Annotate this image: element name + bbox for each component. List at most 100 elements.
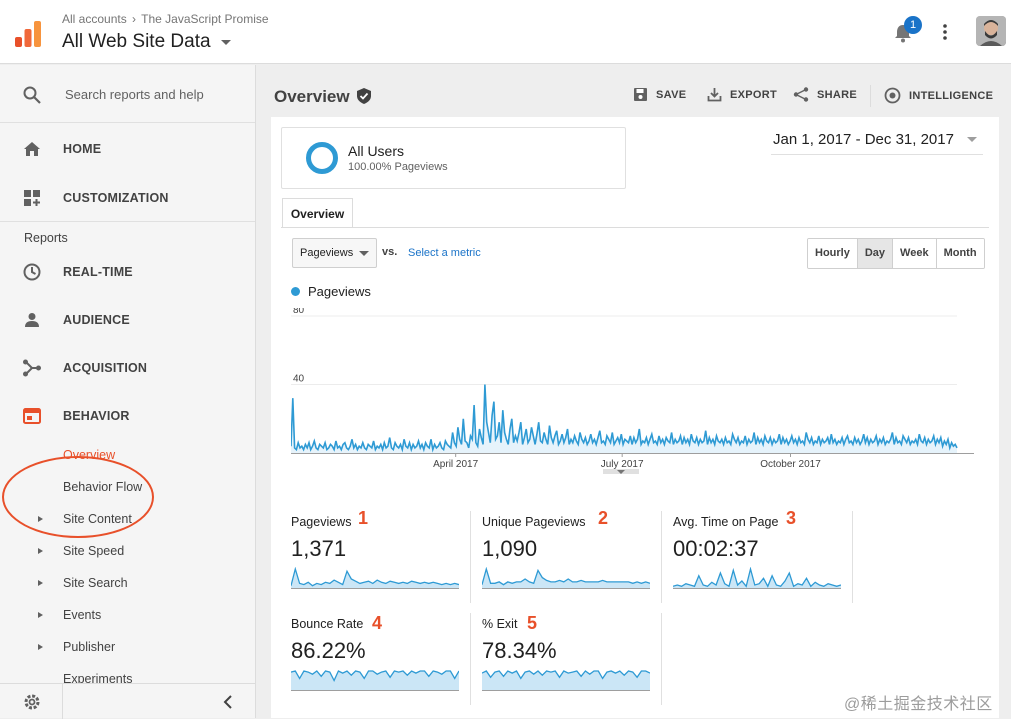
clock-icon (23, 263, 41, 281)
date-range-picker[interactable]: Jan 1, 2017 - Dec 31, 2017 (773, 131, 977, 148)
share-button[interactable]: SHARE (793, 87, 857, 102)
legend-dot (291, 287, 300, 296)
tab-overview[interactable]: Overview (282, 198, 353, 228)
sidebar-item-home[interactable]: HOME (0, 127, 255, 171)
metric-select[interactable]: Pageviews (292, 238, 377, 268)
sidebar-item-label: AUDIENCE (63, 313, 130, 327)
collapse-icon[interactable] (222, 695, 234, 709)
segment-name: All Users (348, 143, 405, 159)
notification-badge[interactable]: 1 (904, 16, 922, 34)
sidebar-item-audience[interactable]: AUDIENCE (0, 298, 255, 342)
sidebar-item-customization[interactable]: CUSTOMIZATION (0, 176, 255, 220)
breadcrumb-item[interactable]: All accounts (62, 12, 127, 26)
share-label: SHARE (817, 88, 858, 101)
metric-name: % Exit (482, 617, 518, 631)
x-tick-label: July 2017 (601, 459, 644, 470)
acquisition-icon (23, 359, 41, 377)
expand-arrow-icon[interactable] (38, 516, 43, 522)
verified-shield-icon (357, 88, 371, 104)
sidebar-subitem-site-search[interactable]: Site Search (63, 576, 128, 590)
sidebar-divider (0, 221, 255, 222)
metric-pageviews[interactable]: Pageviews 1 1,371 (281, 503, 471, 603)
segment-picker[interactable]: All Users 100.00% Pageviews (281, 127, 626, 189)
expand-arrow-icon[interactable] (38, 580, 43, 586)
metric-sparkline (482, 670, 650, 691)
sidebar-item-label: HOME (63, 142, 102, 156)
metric-value: 78.34% (482, 638, 557, 663)
sidebar-subitem-events[interactable]: Events (63, 608, 102, 622)
share-icon (793, 87, 809, 102)
home-icon (24, 142, 40, 156)
chart-legend: Pageviews (291, 284, 371, 299)
main-content: Overview SAVE EXPORT SHARE (257, 65, 1011, 718)
export-icon (707, 88, 722, 102)
view-selector[interactable]: All Web Site Data (62, 31, 231, 53)
series-line-pageviews (291, 384, 958, 453)
sidebar-subitem-publisher[interactable]: Publisher (63, 640, 116, 654)
metric-separator (470, 613, 471, 705)
annotation-number: 2 (598, 508, 609, 528)
sparkline-area (482, 569, 650, 589)
x-tick-label: April 2017 (433, 459, 478, 470)
export-button[interactable]: EXPORT (707, 87, 777, 102)
y-tick-label: 40 (293, 374, 305, 385)
metric-bounce-rate[interactable]: Bounce Rate 4 86.22% (281, 605, 471, 705)
metric-sparkline (291, 567, 459, 589)
metric-name: Unique Pageviews (482, 515, 586, 529)
breadcrumb[interactable]: All accounts › The JavaScript Promise (62, 12, 271, 26)
intelligence-icon (884, 87, 901, 104)
breadcrumb-item[interactable]: The JavaScript Promise (141, 12, 269, 26)
granularity-day[interactable]: Day (857, 239, 894, 268)
select-metric-link[interactable]: Select a metric (408, 247, 481, 259)
toolbar-separator (870, 85, 871, 107)
vs-label: vs. (382, 246, 398, 258)
page-title: Overview (274, 87, 350, 106)
report-card: All Users 100.00% Pageviews Jan 1, 2017 … (271, 117, 999, 718)
metric-name: Avg. Time on Page (673, 515, 779, 529)
save-button[interactable]: SAVE (633, 87, 686, 102)
sparkline-line (482, 670, 650, 680)
metric-value: 1,371 (291, 536, 347, 561)
sidebar-item-label: REAL-TIME (63, 265, 133, 279)
metric-exit-rate[interactable]: % Exit 5 78.34% (472, 605, 662, 705)
analytics-logo-icon[interactable] (14, 20, 42, 48)
sidebar-item-label: BEHAVIOR (63, 409, 130, 423)
metric-value: 00:02:37 (673, 536, 759, 561)
annotation-number: 4 (372, 613, 383, 633)
granularity-toggle: Hourly Day Week Month (807, 238, 985, 269)
metric-unique-pageviews[interactable]: Unique Pageviews 2 1,090 (472, 503, 662, 603)
sidebar-subitem-overview[interactable]: Overview (63, 448, 116, 462)
granularity-hourly[interactable]: Hourly (808, 239, 858, 268)
avatar[interactable] (976, 16, 1006, 46)
more-vertical-icon[interactable] (943, 24, 947, 40)
sidebar-subitem-behavior-flow[interactable]: Behavior Flow (63, 480, 143, 494)
search-icon (23, 86, 41, 104)
sidebar-search[interactable]: Search reports and help (0, 65, 255, 123)
y-tick-label: 80 (293, 308, 305, 316)
sparkline-area (482, 671, 650, 691)
sidebar-subitem-site-content[interactable]: Site Content (63, 512, 132, 526)
metric-sparkline (482, 567, 650, 589)
sidebar-item-acquisition[interactable]: ACQUISITION (0, 346, 255, 390)
sidebar-item-behavior[interactable]: BEHAVIOR (0, 394, 255, 438)
metric-name: Bounce Rate (291, 617, 364, 631)
save-label: SAVE (656, 88, 687, 101)
settings-icon[interactable] (22, 692, 42, 712)
expand-arrow-icon[interactable] (38, 644, 43, 650)
behavior-icon (23, 408, 41, 424)
expand-arrow-icon[interactable] (38, 612, 43, 618)
metric-value: 86.22% (291, 638, 366, 663)
date-range-underline (771, 154, 983, 155)
sidebar-item-label: CUSTOMIZATION (63, 191, 169, 205)
sparkline-line (291, 567, 459, 587)
sidebar-subitem-site-speed[interactable]: Site Speed (63, 544, 125, 558)
report-header: Overview SAVE EXPORT SHARE (257, 65, 1011, 119)
sidebar-item-realtime[interactable]: REAL-TIME (0, 250, 255, 294)
sidebar-subitem-experiments[interactable]: Experiments (63, 672, 133, 686)
expand-arrow-icon[interactable] (38, 548, 43, 554)
metric-avg-time-on-page[interactable]: Avg. Time on Page 3 00:02:37 (663, 503, 853, 603)
granularity-week[interactable]: Week (893, 239, 937, 268)
granularity-month[interactable]: Month (936, 239, 984, 268)
intelligence-button[interactable]: INTELLIGENCE (884, 87, 993, 104)
sidebar-footer (0, 683, 255, 719)
